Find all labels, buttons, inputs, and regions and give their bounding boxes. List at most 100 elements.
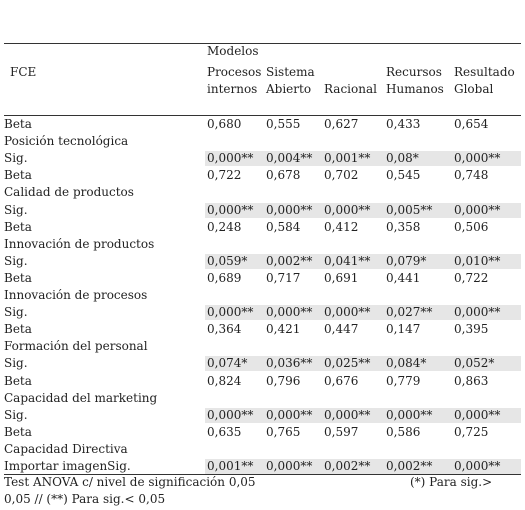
top-rule (4, 43, 521, 44)
row-label: Innovación de procesos (4, 288, 148, 302)
cell: 0,08* (386, 151, 419, 166)
cell: 0,002** (324, 459, 371, 473)
row-label: Sig. (4, 151, 28, 166)
cell: 0,000** (454, 305, 501, 320)
cell: 0,041** (324, 253, 371, 268)
cell: 0,000** (266, 459, 313, 473)
cell: 0,000** (454, 202, 501, 217)
cell: 0,447 (324, 322, 359, 337)
cell: 0,863 (454, 373, 489, 388)
cell: 0,010** (454, 253, 501, 268)
sig-row-shade (205, 459, 521, 474)
row-label: Posición tecnológica (4, 134, 129, 149)
footer-note: Test ANOVA c/ nivel de significación 0,0… (4, 475, 256, 489)
cell: 0,441 (386, 270, 421, 285)
cell: 0,084* (386, 356, 427, 371)
cell: 0,074* (207, 356, 248, 371)
column-header: FCE (10, 65, 37, 79)
cell: 0,545 (386, 168, 421, 183)
cell: 0,717 (266, 270, 301, 285)
cell: 0,676 (324, 373, 359, 388)
cell: 0,079* (386, 253, 427, 268)
cell: 0,702 (324, 168, 359, 183)
cell: 0,691 (324, 270, 359, 285)
header-rule (4, 115, 521, 116)
sig-row-shade (205, 356, 521, 372)
sig-row-shade (205, 202, 521, 218)
cell: 0,001** (324, 151, 371, 166)
cell: 0,000** (324, 407, 371, 422)
bottom-rule (4, 474, 521, 475)
cell: 0,627 (324, 117, 359, 131)
footer-note: 0,05 // (**) Para sig.< 0,05 (4, 492, 166, 506)
row-label: Beta (4, 424, 32, 439)
row-label: Sig. (4, 253, 28, 268)
row-label: Innovación de productos (4, 236, 155, 251)
cell: 0,824 (207, 373, 242, 388)
cell: 0,364 (207, 322, 242, 337)
cell: 0,000** (266, 407, 313, 422)
row-label: Capacidad del marketing (4, 390, 158, 405)
group-header: Modelos (207, 44, 259, 58)
cell: 0,001** (207, 459, 254, 473)
cell: 0,722 (207, 168, 242, 183)
cell: 0,000** (454, 407, 501, 422)
cell: 0,000** (266, 305, 313, 320)
cell: 0,000** (324, 202, 371, 217)
column-header: Recursos Humanos (386, 65, 444, 96)
cell: 0,052* (454, 356, 495, 371)
cell: 0,036** (266, 356, 313, 371)
row-label: Sig. (4, 356, 28, 371)
cell: 0,000** (266, 202, 313, 217)
cell: 0,002** (266, 253, 313, 268)
cell: 0,000** (454, 151, 501, 166)
cell: 0,358 (386, 219, 421, 234)
cell: 0,680 (207, 117, 242, 131)
footer-note: (*) Para sig.> (410, 475, 493, 489)
cell: 0,597 (324, 424, 359, 439)
row-label: Beta (4, 373, 32, 388)
row-label: Sig. (4, 305, 28, 320)
row-label: Beta (4, 270, 32, 285)
cell: 0,027** (386, 305, 433, 320)
row-label: Sig. (4, 407, 28, 422)
cell: 0,000** (207, 407, 254, 422)
cell: 0,000** (324, 305, 371, 320)
column-header: Sistema Abierto (266, 65, 315, 96)
sig-row-shade (205, 151, 521, 167)
cell: 0,689 (207, 270, 242, 285)
sig-row-shade (205, 253, 521, 269)
cell: 0,748 (454, 168, 489, 183)
cell: 0,722 (454, 270, 489, 285)
cell: 0,395 (454, 322, 489, 337)
cell: 0,586 (386, 424, 421, 439)
cell: 0,002** (386, 459, 433, 473)
cell: 0,000** (454, 459, 501, 473)
column-header: Resultado Global (454, 65, 515, 96)
row-label: Beta (4, 322, 32, 337)
cell: 0,000** (207, 151, 254, 166)
row-label: Beta (4, 219, 32, 234)
cell: 0,000** (386, 407, 433, 422)
cell: 0,004** (266, 151, 313, 166)
column-header: Procesos internos (207, 65, 262, 96)
cell: 0,725 (454, 424, 489, 439)
row-label: Importar imagenSig. (4, 459, 131, 473)
cell: 0,412 (324, 219, 359, 234)
cell: 0,000** (207, 305, 254, 320)
cell: 0,635 (207, 424, 242, 439)
column-header: Racional (324, 82, 377, 96)
cell: 0,584 (266, 219, 301, 234)
sig-row-shade (205, 305, 521, 321)
cell: 0,779 (386, 373, 421, 388)
cell: 0,555 (266, 117, 301, 131)
cell: 0,248 (207, 219, 242, 234)
row-label: Beta (4, 117, 32, 131)
row-label: Formación del personal (4, 339, 148, 354)
cell: 0,059* (207, 253, 248, 268)
cell: 0,506 (454, 219, 489, 234)
row-label: Beta (4, 168, 32, 183)
row-label: Calidad de productos (4, 185, 134, 200)
cell: 0,654 (454, 117, 489, 131)
